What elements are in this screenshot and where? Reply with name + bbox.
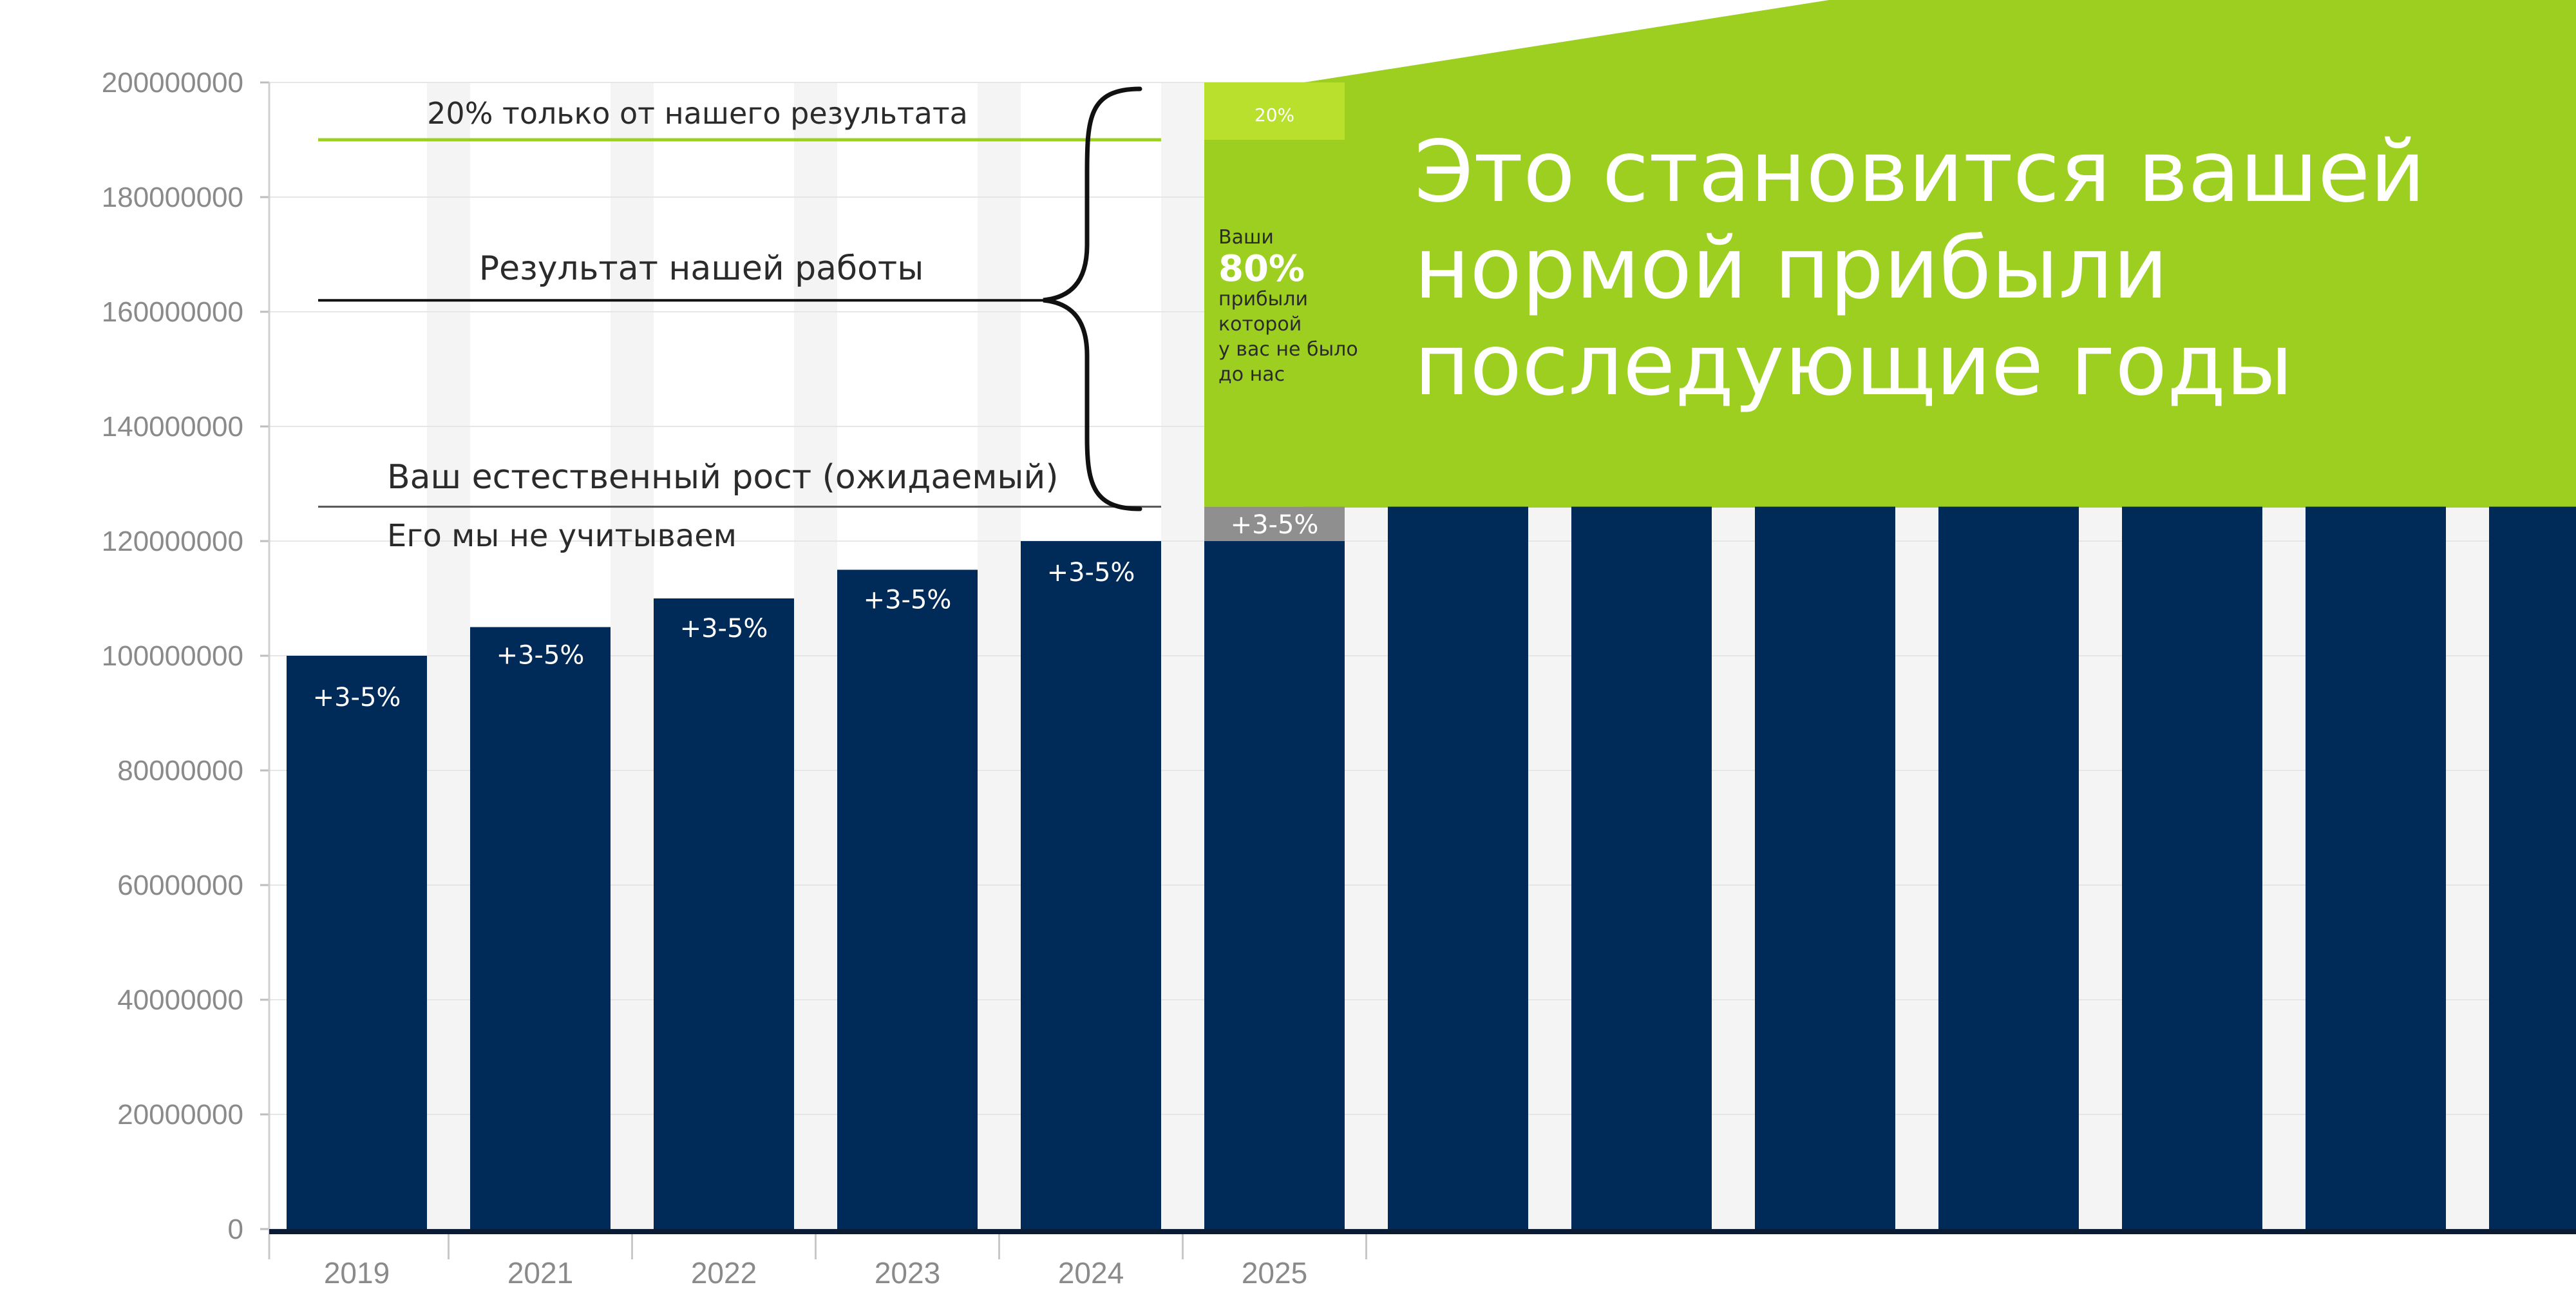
client-share-text: прибыли [1218,288,1308,310]
y-tick-label: 60000000 [117,870,243,901]
client-share-text: до нас [1218,363,1285,386]
x-tick-label: 2025 [1242,1256,1307,1290]
our-share-label: 20% [1255,104,1294,126]
bar [287,656,427,1234]
background-gap [2262,508,2306,1229]
bar [2122,506,2262,1234]
natural-growth-label: +3-5% [1231,510,1319,540]
background-gap [1895,508,1938,1229]
headline-line-3: последующие годы [1414,316,2293,415]
not-counted-annotation: Его мы не учитываем [387,518,737,554]
y-axis-ticks: 0 20000000 40000000 60000000 80000000 1000000… [102,67,269,1245]
background-gap [2446,508,2489,1229]
client-share-segment [1204,140,1345,507]
our-result-annotation: Результат нашей работы [479,249,924,288]
y-tick-label: 180000000 [102,182,243,213]
bars [269,506,2576,1234]
headline-line-1: Это становится вашей [1414,122,2425,222]
y-tick-label: 0 [228,1214,243,1245]
client-share-text: у вас не было [1218,338,1358,361]
client-share-text: которой [1218,313,1302,336]
y-tick-label: 80000000 [117,755,243,787]
y-tick-label: 100000000 [102,640,243,672]
y-tick-label: 20000000 [117,1099,243,1131]
bar [837,569,978,1234]
curly-brace [1043,86,1142,511]
background-gap [1345,508,1388,1229]
y-tick-label: 200000000 [102,67,243,99]
background-gap [1712,508,1755,1229]
y-tick-label: 120000000 [102,526,243,557]
bar-label: +3-5% [313,683,401,712]
bar [1571,506,1712,1234]
our-share-segment [1204,82,1345,140]
y-tick-label: 40000000 [117,984,243,1016]
natural-growth-segment [1204,506,1345,541]
bar [2489,506,2576,1234]
bar [2306,506,2446,1234]
bar [1938,506,2079,1234]
bar-label: +3-5% [1047,558,1135,587]
headline-line-2: нормой прибыли [1414,219,2168,318]
background-gap [2079,508,2122,1229]
bar-label: +3-5% [680,614,768,644]
x-tick-label: 2019 [324,1256,390,1290]
bar-label: +3-5% [864,586,952,615]
x-axis-ticks: 2019 2021 2022 2023 2024 2025 [268,1234,1367,1290]
bar [1021,541,1161,1234]
client-share-percent: 80% [1218,248,1305,290]
background-gap [1528,508,1571,1229]
x-tick-label: 2023 [875,1256,940,1290]
bar [470,627,611,1234]
x-tick-label: 2021 [507,1256,573,1290]
bar [1388,506,1528,1234]
x-tick-label: 2024 [1058,1256,1124,1290]
natural-growth-annotation: Ваш естественный рост (ожидаемый) [387,458,1059,497]
bar [654,598,794,1234]
bar-label: +3-5% [497,641,585,671]
x-tick-label: 2022 [691,1256,757,1290]
y-tick-label: 160000000 [102,296,243,328]
headline-banner [1304,0,2576,508]
y-tick-label: 140000000 [102,411,243,443]
bar-labels: +3-5% +3-5% +3-5% +3-5% +3-5% [313,558,1135,712]
bar [1755,506,1895,1234]
client-share-prefix: Ваши [1218,226,1274,249]
our-share-annotation: 20% только от нашего результата [427,96,968,131]
bar [1204,541,1345,1234]
